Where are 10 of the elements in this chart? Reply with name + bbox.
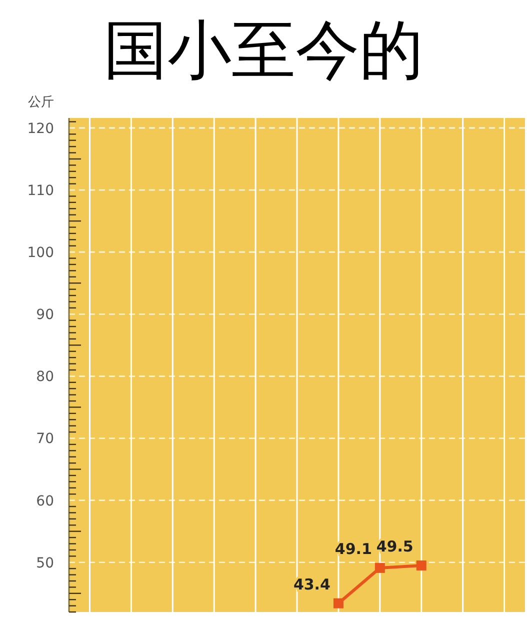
chart-title: 国小至今的: [104, 14, 424, 86]
y-tick-label: 50: [36, 555, 54, 572]
y-tick-label: 100: [27, 245, 54, 262]
y-tick-label: 110: [27, 182, 54, 199]
y-tick-label: 120: [27, 120, 54, 137]
y-axis-title: 公斤: [28, 95, 54, 110]
y-tick-label: 90: [36, 307, 54, 324]
y-tick-label: 70: [36, 431, 54, 448]
y-tick-label: 60: [36, 493, 54, 510]
y-tick-label: 80: [36, 369, 54, 386]
